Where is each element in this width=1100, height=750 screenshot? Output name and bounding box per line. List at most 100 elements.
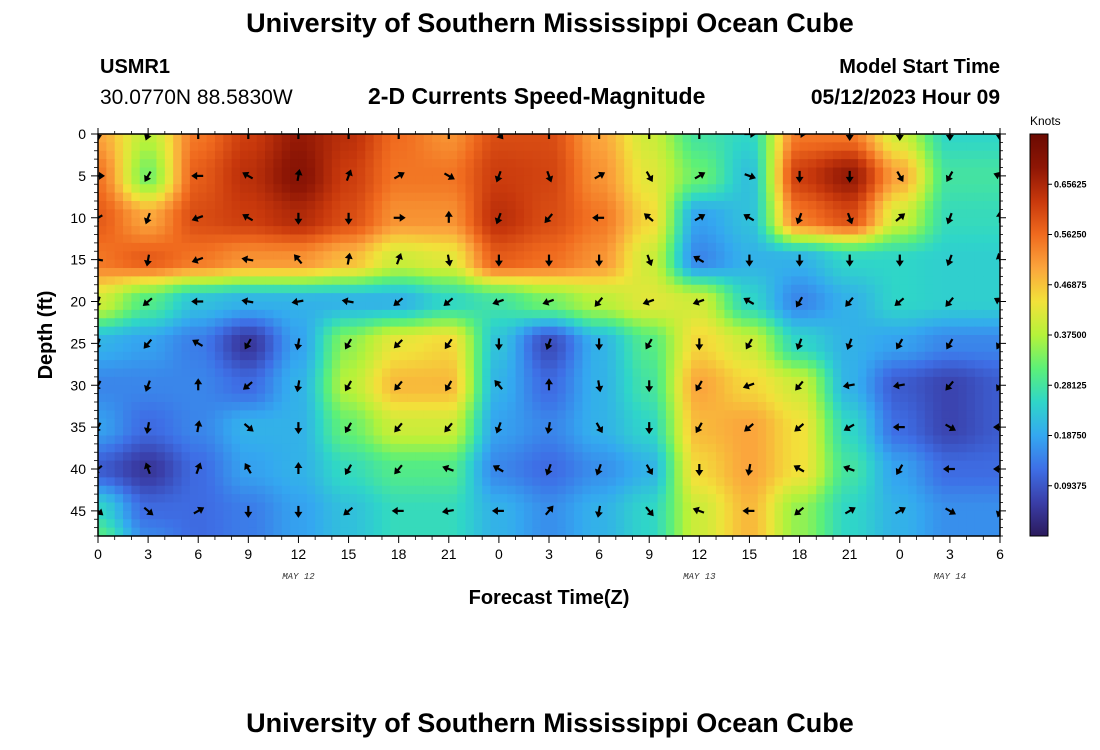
heatmap-cell — [265, 494, 274, 504]
heatmap-cell — [782, 510, 792, 520]
heatmap-cell — [98, 268, 107, 277]
heatmap-cell — [365, 167, 375, 177]
heatmap-cell — [181, 301, 191, 311]
heatmap-cell — [323, 276, 333, 286]
heatmap-cell — [131, 150, 141, 160]
heatmap-cell — [114, 435, 124, 445]
heatmap-cell — [916, 276, 926, 286]
heatmap-cell — [941, 326, 951, 336]
heatmap-cell — [532, 209, 542, 219]
heatmap-cell — [407, 452, 416, 462]
heatmap-cell — [248, 410, 258, 420]
heatmap-cell — [832, 259, 842, 269]
heatmap-cell — [557, 427, 567, 437]
heatmap-cell — [582, 435, 592, 445]
heatmap-cell — [265, 452, 274, 462]
heatmap-cell — [356, 318, 366, 328]
heatmap-cell — [574, 402, 584, 411]
heatmap-cell — [423, 184, 433, 194]
heatmap-cell — [423, 460, 433, 470]
heatmap-cell — [156, 309, 166, 319]
heatmap-cell — [256, 494, 266, 504]
heatmap-cell — [214, 251, 224, 261]
heatmap-cell — [523, 134, 533, 143]
heatmap-cell — [415, 510, 425, 520]
heatmap-cell — [682, 335, 692, 344]
heatmap-cell — [899, 167, 909, 177]
heatmap-cell — [707, 184, 717, 194]
heatmap-cell — [565, 276, 575, 286]
heatmap-cell — [674, 284, 684, 294]
heatmap-cell — [816, 368, 826, 378]
heatmap-cell — [632, 242, 642, 252]
heatmap-cell — [782, 209, 792, 219]
heatmap-cell — [791, 368, 801, 378]
heatmap-cell — [331, 259, 341, 269]
heatmap-cell — [473, 293, 483, 303]
heatmap-cell — [515, 410, 525, 420]
heatmap-cell — [356, 510, 366, 520]
heatmap-cell — [381, 335, 391, 344]
heatmap-cell — [690, 175, 700, 185]
heatmap-cell — [206, 452, 216, 462]
heatmap-cell — [273, 234, 283, 244]
heatmap-cell — [281, 309, 291, 319]
heatmap-cell — [766, 192, 776, 202]
heatmap-cell — [874, 402, 884, 411]
heatmap-cell — [699, 385, 709, 395]
heatmap-cell — [265, 234, 274, 244]
heatmap-cell — [707, 175, 717, 185]
heatmap-cell — [899, 376, 909, 386]
heatmap-cell — [265, 519, 274, 529]
heatmap-cell — [465, 242, 475, 252]
heatmap-cell — [749, 234, 759, 244]
heatmap-cell — [908, 318, 918, 328]
heatmap-cell — [381, 150, 391, 160]
heatmap-cell — [248, 519, 258, 529]
heatmap-cell — [223, 402, 233, 411]
heatmap-cell — [407, 510, 416, 520]
heatmap-cell — [841, 134, 851, 143]
heatmap-cell — [465, 184, 475, 194]
heatmap-cell — [148, 226, 158, 236]
heatmap-cell — [265, 159, 274, 169]
heatmap-cell — [899, 268, 909, 277]
heatmap-cell — [557, 201, 567, 210]
heatmap-cell — [774, 242, 784, 252]
heatmap-cell — [724, 159, 734, 169]
heatmap-cell — [123, 385, 133, 395]
heatmap-cell — [323, 142, 333, 152]
heatmap-cell — [983, 134, 993, 143]
heatmap-cell — [473, 376, 483, 386]
heatmap-cell — [749, 318, 759, 328]
heatmap-cell — [632, 234, 642, 244]
heatmap-cell — [866, 502, 876, 512]
heatmap-cell — [782, 192, 792, 202]
heatmap-cell — [490, 335, 500, 344]
heatmap-cell — [448, 460, 458, 470]
heatmap-cell — [716, 242, 725, 252]
heatmap-cell — [265, 469, 274, 478]
heatmap-cell — [131, 502, 141, 512]
heatmap-cell — [908, 443, 918, 453]
heatmap-cell — [156, 268, 166, 277]
heatmap-cell — [457, 376, 467, 386]
heatmap-cell — [248, 167, 258, 177]
heatmap-cell — [306, 452, 316, 462]
heatmap-cell — [356, 201, 366, 210]
heatmap-cell — [749, 469, 759, 478]
heatmap-cell — [273, 242, 283, 252]
heatmap-cell — [348, 485, 358, 495]
heatmap-cell — [281, 268, 291, 277]
heatmap-cell — [189, 226, 199, 236]
heatmap-cell — [716, 485, 725, 495]
heatmap-cell — [841, 226, 851, 236]
heatmap-cell — [716, 276, 725, 286]
heatmap-cell — [782, 485, 792, 495]
heatmap-cell — [599, 502, 609, 512]
heatmap-cell — [148, 175, 158, 185]
heatmap-cell — [465, 259, 475, 269]
heatmap-cell — [373, 368, 383, 378]
heatmap-cell — [557, 184, 567, 194]
heatmap-cell — [348, 251, 358, 261]
